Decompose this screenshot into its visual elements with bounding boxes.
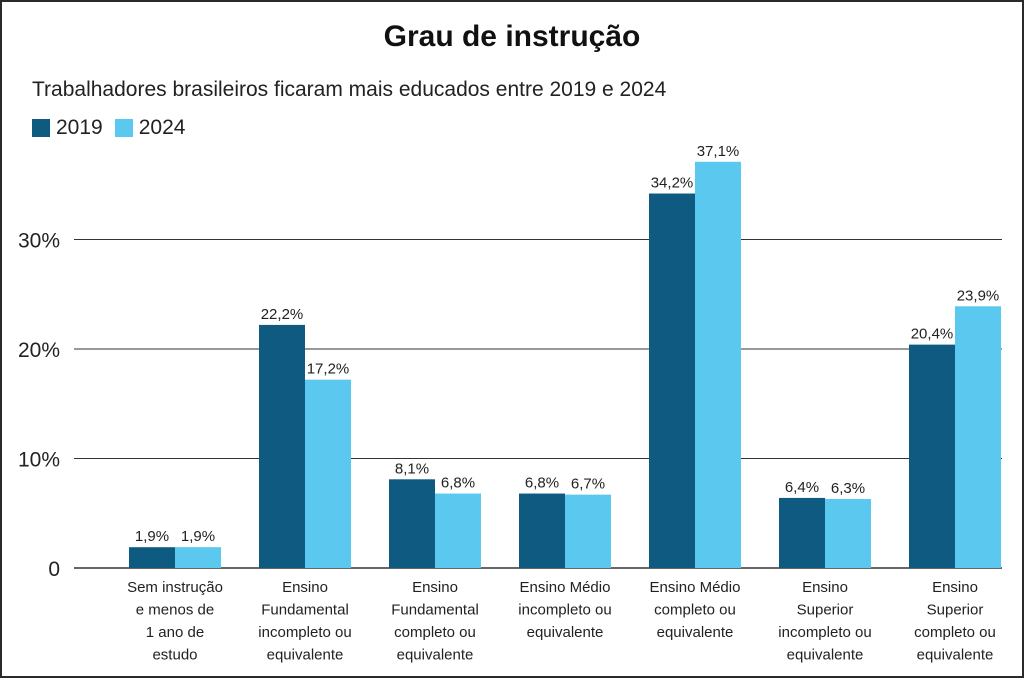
bar-value-label: 17,2% [307, 361, 350, 378]
bar-2019-2 [389, 479, 435, 568]
category-label-line: incompleto ou [778, 624, 871, 641]
chart-title: Grau de instrução [383, 20, 641, 53]
bar-2024-6 [955, 306, 1001, 568]
category-label-line: Superior [797, 602, 854, 619]
category-label-line: completo ou [394, 624, 476, 641]
bar-2019-5 [779, 497, 825, 568]
bar-value-label: 6,8% [441, 475, 475, 492]
legend-label-2024: 2024 [138, 116, 186, 139]
bar-2019-4 [649, 193, 695, 568]
bar-2024-5 [825, 499, 871, 568]
chart-subtitle: Trabalhadores brasileiros ficaram mais e… [32, 78, 667, 101]
category-label-line: Ensino [412, 579, 458, 596]
bar-2024-2 [435, 493, 481, 568]
legend-item-2024: 2024 [114, 116, 186, 140]
legend-swatch-2024 [114, 119, 133, 137]
bar-value-label: 8,1% [395, 460, 429, 477]
bar-value-label: 1,9% [135, 528, 169, 545]
bar-2024-0 [175, 547, 221, 568]
category-label: Sem instrução e menos de 1 ano de estudo [127, 579, 223, 664]
category-label: Ensino Fundamental completo ou equivalente [391, 579, 479, 664]
category-label-line: Superior [927, 602, 984, 619]
category-label-line: Ensino Médio [520, 579, 611, 596]
y-tick-label: 0 [48, 558, 60, 581]
category-label-line: incompleto ou [518, 602, 611, 619]
category-label-line: estudo [152, 647, 197, 664]
category-label-line: e menos de [136, 602, 214, 619]
bar-2024-1 [305, 379, 351, 568]
category-label: Ensino Fundamental incompleto ou equivalent… [258, 579, 351, 664]
category-label-line: incompleto ou [258, 624, 351, 641]
category-label-line: 1 ano de [146, 624, 204, 641]
category-label-line: equivalente [267, 647, 344, 664]
bar-2024-4 [695, 161, 741, 568]
category-label-line: Ensino [802, 579, 848, 596]
bar-2019-6 [909, 344, 955, 568]
bar-value-label: 1,9% [181, 528, 215, 545]
bar-2019-0 [129, 547, 175, 568]
bar-2019-1 [259, 324, 305, 568]
category-label-line: completo ou [654, 602, 736, 619]
category-label: Ensino Médio incompleto ou equivalente [518, 579, 611, 641]
bar-value-label: 6,4% [785, 479, 819, 496]
category-label-line: Ensino [932, 579, 978, 596]
category-label-line: Ensino Médio [650, 579, 741, 596]
bar-value-label: 22,2% [261, 306, 304, 323]
y-tick-label: 20% [18, 339, 60, 362]
category-label-line: equivalente [657, 624, 734, 641]
category-label-line: completo ou [914, 624, 996, 641]
legend-label-2019: 2019 [56, 116, 103, 139]
y-tick-label: 10% [18, 449, 60, 472]
category-label: Ensino Superior completo ou equivalente [914, 579, 996, 664]
bar-value-label: 6,7% [571, 476, 605, 493]
bar-2019-3 [519, 493, 565, 568]
chart-legend: 2019 2024 [32, 116, 197, 140]
bar-2024-3 [565, 494, 611, 568]
bar-value-label: 20,4% [911, 326, 954, 343]
bar-value-label: 23,9% [957, 287, 1000, 304]
category-label-line: Fundamental [391, 602, 479, 619]
category-label-line: Fundamental [261, 602, 349, 619]
legend-item-2019: 2019 [32, 116, 103, 140]
category-label-line: equivalente [917, 647, 994, 664]
bar-value-label: 6,3% [831, 480, 865, 497]
category-label-line: Ensino [282, 579, 328, 596]
category-label-line: equivalente [787, 647, 864, 664]
category-label: Ensino Médio completo ou equivalente [650, 579, 741, 641]
category-label-line: equivalente [397, 647, 474, 664]
legend-swatch-2019 [32, 119, 50, 137]
category-label: Ensino Superior incompleto ou equivalente [778, 579, 871, 664]
category-label-line: Sem instrução [127, 579, 223, 596]
category-label-line: equivalente [527, 624, 604, 641]
y-tick-label: 30% [18, 230, 60, 253]
bar-value-label: 34,2% [651, 175, 694, 192]
bar-value-label: 6,8% [525, 475, 559, 492]
bar-value-label: 37,1% [697, 143, 740, 160]
